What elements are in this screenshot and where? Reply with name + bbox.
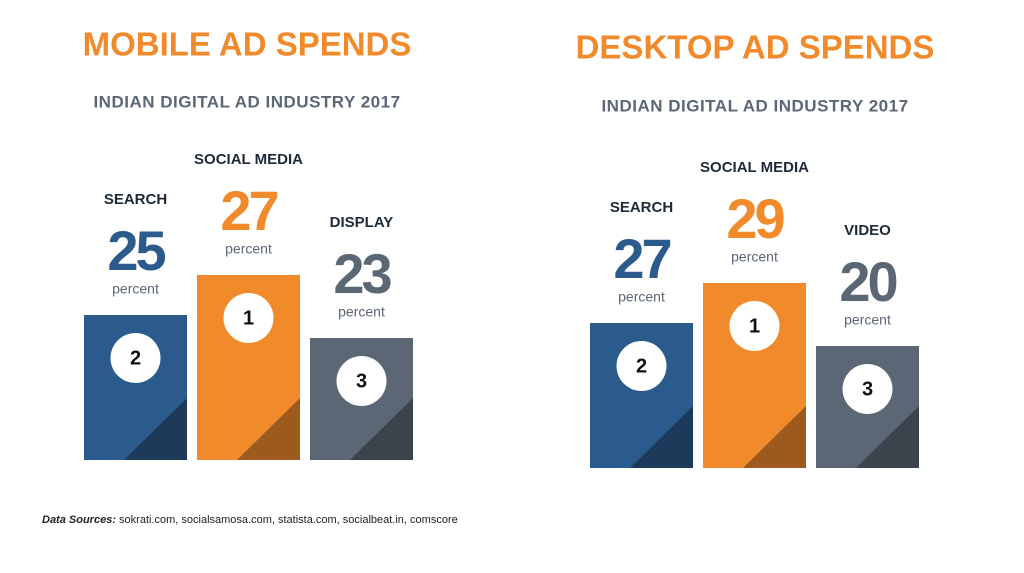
rank: 1 bbox=[749, 315, 760, 337]
item-label: DISPLAY bbox=[330, 214, 394, 231]
panel-subtitle: INDIAN DIGITAL AD INDUSTRY 2017 bbox=[601, 96, 908, 115]
item-label: SEARCH bbox=[104, 191, 167, 208]
panel-title: MOBILE AD SPENDS bbox=[83, 26, 412, 63]
rank-badge bbox=[729, 301, 780, 351]
podium-shade bbox=[856, 406, 919, 468]
footer-text: sokrati.com, socialsamosa.com, statista.… bbox=[119, 514, 458, 526]
item-value: 27 bbox=[220, 179, 277, 242]
item-value: 20 bbox=[839, 250, 896, 313]
item-unit: percent bbox=[844, 312, 891, 328]
rank: 2 bbox=[636, 355, 647, 377]
podium-shade bbox=[350, 398, 413, 460]
rank: 3 bbox=[862, 378, 873, 400]
podium-shade bbox=[237, 398, 300, 460]
item-value: 23 bbox=[333, 242, 391, 305]
rank-badge bbox=[336, 356, 387, 406]
item-value: 25 bbox=[107, 219, 165, 282]
item-unit: percent bbox=[338, 304, 385, 320]
item-unit: percent bbox=[112, 281, 159, 297]
podium-shade bbox=[630, 406, 693, 468]
footer-label: Data Sources: bbox=[42, 514, 116, 526]
item-value: 27 bbox=[613, 227, 670, 290]
item-label: SEARCH bbox=[610, 199, 673, 216]
panel-subtitle: INDIAN DIGITAL AD INDUSTRY 2017 bbox=[93, 92, 400, 111]
item-label: SOCIAL MEDIA bbox=[700, 159, 809, 176]
rank-badge bbox=[842, 364, 893, 414]
panel-title: DESKTOP AD SPENDS bbox=[576, 29, 935, 66]
podium-shade bbox=[124, 398, 187, 460]
podium-shade bbox=[743, 406, 806, 468]
rank-badge bbox=[616, 341, 667, 391]
item-unit: percent bbox=[618, 289, 665, 305]
rank-badge bbox=[223, 293, 274, 343]
infographic: MOBILE AD SPENDS INDIAN DIGITAL AD INDUST… bbox=[82, 25, 935, 468]
rank: 2 bbox=[130, 347, 141, 369]
footer: Data Sources: sokrati.com, socialsamosa.… bbox=[42, 514, 458, 526]
item-label: SOCIAL MEDIA bbox=[194, 151, 303, 168]
item-unit: percent bbox=[225, 241, 272, 257]
rank-badge bbox=[110, 333, 161, 383]
item-unit: percent bbox=[731, 249, 778, 265]
rank: 3 bbox=[356, 370, 367, 392]
item-label: VIDEO bbox=[844, 222, 891, 239]
rank: 1 bbox=[243, 307, 254, 329]
item-value: 29 bbox=[726, 187, 784, 250]
